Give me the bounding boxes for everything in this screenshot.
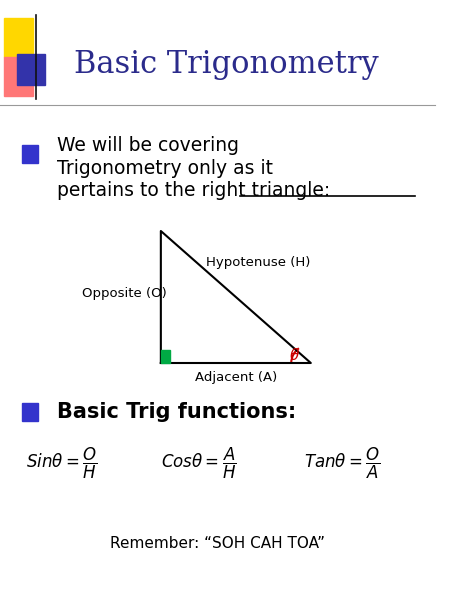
Text: $Cos\theta = \dfrac{A}{H}$: $Cos\theta = \dfrac{A}{H}$ [161,446,236,481]
Text: Basic Trigonometry: Basic Trigonometry [74,49,378,80]
Text: Remember: “SOH CAH TOA”: Remember: “SOH CAH TOA” [110,535,325,551]
Text: Trigonometry only as it: Trigonometry only as it [57,158,273,178]
Text: $\theta$: $\theta$ [289,347,300,363]
Text: We will be covering: We will be covering [57,136,238,155]
Bar [22,145,38,163]
Bar [161,350,171,363]
Bar [17,54,45,85]
Bar [4,57,32,96]
Text: Basic Trig functions:: Basic Trig functions: [57,401,296,422]
Text: pertains to the right triangle:: pertains to the right triangle: [57,181,330,200]
Text: Adjacent (A): Adjacent (A) [195,371,277,385]
Text: Opposite (O): Opposite (O) [81,287,166,301]
Text: $Tan\theta = \dfrac{O}{A}$: $Tan\theta = \dfrac{O}{A}$ [304,446,381,481]
Text: Hypotenuse (H): Hypotenuse (H) [207,256,311,269]
Bar [22,403,38,421]
Bar [4,18,32,57]
Text: $Sin\theta = \dfrac{O}{H}$: $Sin\theta = \dfrac{O}{H}$ [26,446,98,481]
